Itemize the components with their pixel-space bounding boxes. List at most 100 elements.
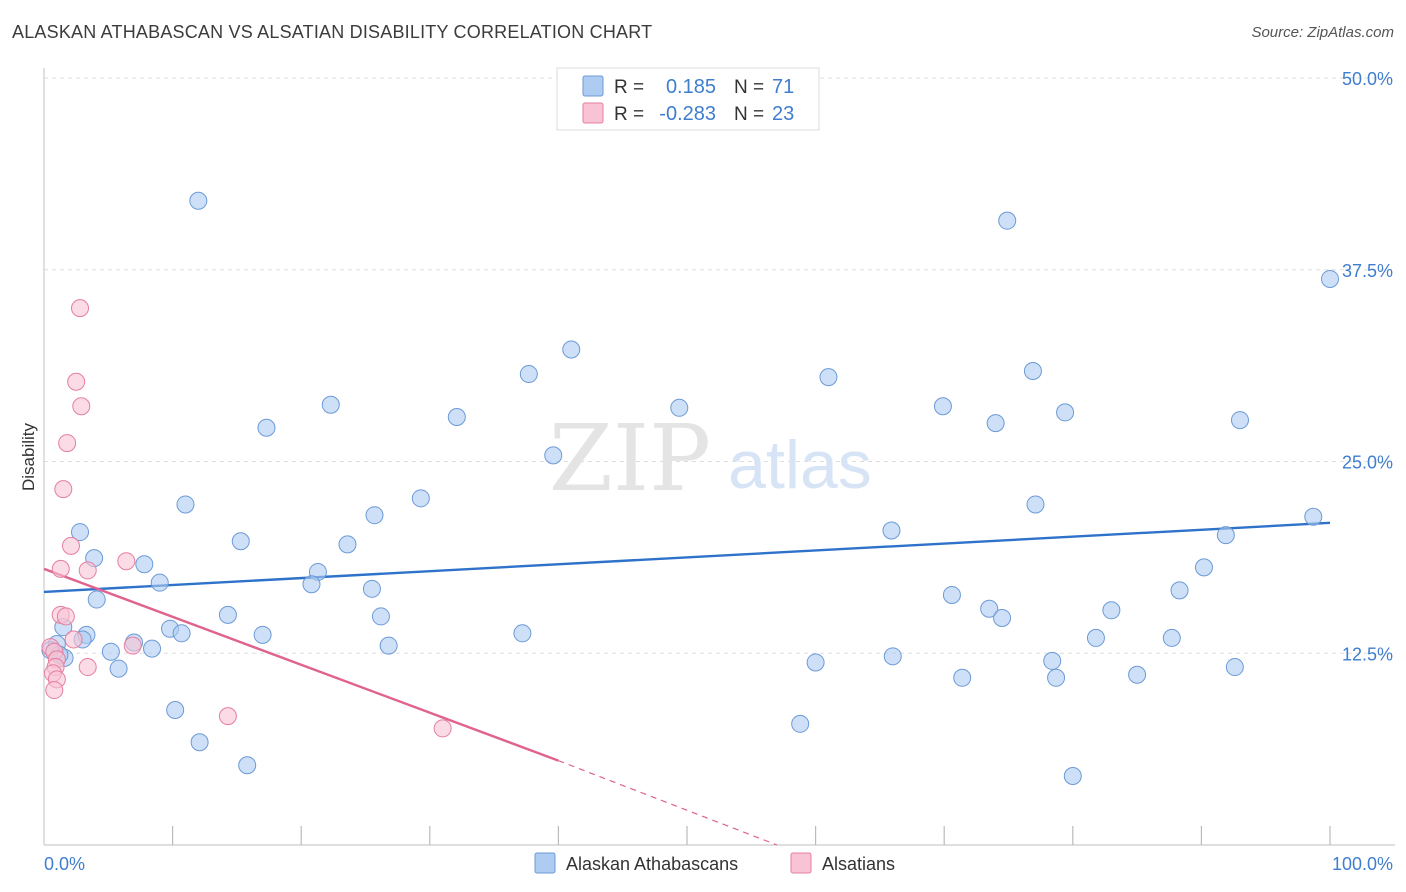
point-alaskan-athabascan: [238, 756, 257, 775]
point-alaskan-athabascan: [942, 585, 961, 604]
n-value-pink: 23: [772, 103, 794, 125]
point-alaskan-athabascan: [1321, 269, 1339, 288]
point-alsatian: [433, 719, 452, 738]
point-alaskan-athabascan: [1230, 411, 1249, 430]
point-alaskan-athabascan: [135, 555, 154, 574]
series-legend: Alaskan Athabascans Alsatians: [534, 852, 895, 874]
point-alaskan-athabascan: [71, 523, 90, 542]
point-alaskan-athabascan: [980, 599, 999, 618]
n-label-blue: N =: [734, 77, 764, 98]
point-alaskan-athabascan: [1023, 361, 1042, 380]
point-alaskan-athabascan: [176, 495, 195, 514]
point-alaskan-athabascan: [519, 365, 538, 384]
point-alaskan-athabascan: [819, 368, 838, 387]
point-alaskan-athabascan: [302, 575, 321, 594]
point-alaskan-athabascan: [447, 408, 466, 427]
point-alaskan-athabascan: [101, 642, 120, 661]
point-alaskan-athabascan: [1086, 628, 1105, 647]
point-alsatian: [62, 536, 81, 555]
stats-row-blue: R = 0.185 N = 71: [582, 75, 794, 98]
point-alaskan-athabascan: [218, 605, 237, 624]
point-alaskan-athabascan: [371, 607, 390, 626]
point-alaskan-athabascan: [365, 506, 384, 525]
r-value-blue: 0.185: [666, 76, 716, 98]
y-tick-label: 25.0%: [1342, 453, 1393, 473]
source-label: Source: ZipAtlas.com: [1251, 24, 1394, 41]
point-alaskan-athabascan: [562, 340, 581, 359]
point-alaskan-athabascan: [190, 733, 209, 752]
point-alaskan-athabascan: [1063, 766, 1082, 785]
point-alsatian: [56, 607, 75, 626]
y-axis-label: Disability: [19, 422, 38, 491]
point-alsatian: [117, 552, 136, 571]
legend-swatch-blue: [582, 75, 604, 97]
point-alaskan-athabascan: [544, 446, 563, 465]
point-alsatian: [72, 397, 91, 416]
point-alaskan-athabascan: [362, 579, 381, 598]
point-alaskan-athabascan: [166, 701, 185, 720]
y-tick-label: 50.0%: [1342, 69, 1393, 89]
point-alaskan-athabascan: [109, 659, 128, 678]
point-alaskan-athabascan: [993, 608, 1012, 627]
point-alaskan-athabascan: [986, 414, 1005, 433]
series-legend-label-pink: Alsatians: [822, 854, 895, 874]
y-tick-label: 37.5%: [1342, 261, 1393, 281]
point-alaskan-athabascan: [87, 590, 106, 609]
point-alaskan-athabascan: [791, 714, 810, 733]
point-alsatian: [78, 561, 97, 580]
point-alaskan-athabascan: [338, 535, 357, 554]
point-alaskan-athabascan: [1225, 658, 1244, 677]
trendline-alaskan-athabascans: [43, 521, 1331, 594]
point-alaskan-athabascan: [253, 625, 272, 644]
point-alaskan-athabascan: [1047, 668, 1066, 687]
trendline-alsatians-extension: [558, 760, 778, 846]
r-value-pink: -0.283: [659, 103, 716, 125]
point-alaskan-athabascan: [172, 624, 191, 643]
point-alaskan-athabascan: [1026, 495, 1045, 514]
point-alaskan-athabascan: [1304, 507, 1323, 526]
trend-layer: [43, 521, 1331, 846]
axes-layer: [43, 68, 1395, 846]
point-alsatian: [218, 707, 237, 726]
point-alaskan-athabascan: [143, 639, 162, 658]
point-alaskan-athabascan: [1162, 628, 1181, 647]
point-alaskan-athabascan: [411, 489, 430, 508]
point-alsatian: [51, 559, 70, 578]
n-value-blue: 71: [772, 76, 794, 98]
legend-swatch-pink: [582, 102, 604, 124]
point-alaskan-athabascan: [883, 647, 902, 666]
point-alsatian: [45, 681, 64, 700]
point-alaskan-athabascan: [1170, 581, 1189, 600]
point-alsatian: [78, 658, 97, 677]
point-alaskan-athabascan: [513, 624, 532, 643]
watermark-atlas: atlas: [728, 427, 872, 503]
point-alaskan-athabascan: [1216, 526, 1235, 545]
watermark-zip: ZIP: [549, 405, 711, 512]
point-alaskan-athabascan: [1128, 665, 1147, 684]
point-alsatian: [123, 636, 142, 655]
trendline-alsatians: [43, 567, 559, 762]
chart-title: ALASKAN ATHABASCAN VS ALSATIAN DISABILIT…: [12, 22, 653, 42]
point-alaskan-athabascan: [1056, 403, 1075, 422]
series-legend-swatch-blue: [534, 852, 556, 874]
x-tick-label: 100.0%: [1332, 854, 1393, 874]
point-alaskan-athabascan: [150, 573, 169, 592]
point-alaskan-athabascan: [379, 636, 398, 655]
point-alaskan-athabascan: [257, 418, 276, 437]
point-alsatian: [58, 434, 77, 453]
grid-layer: [44, 77, 1395, 654]
y-tick-label: 12.5%: [1342, 644, 1393, 664]
watermark: ZIP atlas: [549, 405, 872, 512]
point-alsatian: [71, 299, 90, 318]
point-alaskan-athabascan: [1194, 558, 1213, 577]
point-alaskan-athabascan: [882, 521, 901, 540]
point-alaskan-athabascan: [1043, 651, 1062, 670]
stats-legend: R = 0.185 N = 71 R = -0.283 N = 23: [556, 67, 820, 131]
point-alaskan-athabascan: [670, 398, 689, 417]
r-label-blue: R =: [614, 77, 644, 98]
n-label-pink: N =: [734, 104, 764, 125]
point-alaskan-athabascan: [1102, 601, 1121, 620]
r-label-pink: R =: [614, 104, 644, 125]
point-alsatian: [54, 480, 73, 499]
point-alaskan-athabascan: [933, 397, 952, 416]
